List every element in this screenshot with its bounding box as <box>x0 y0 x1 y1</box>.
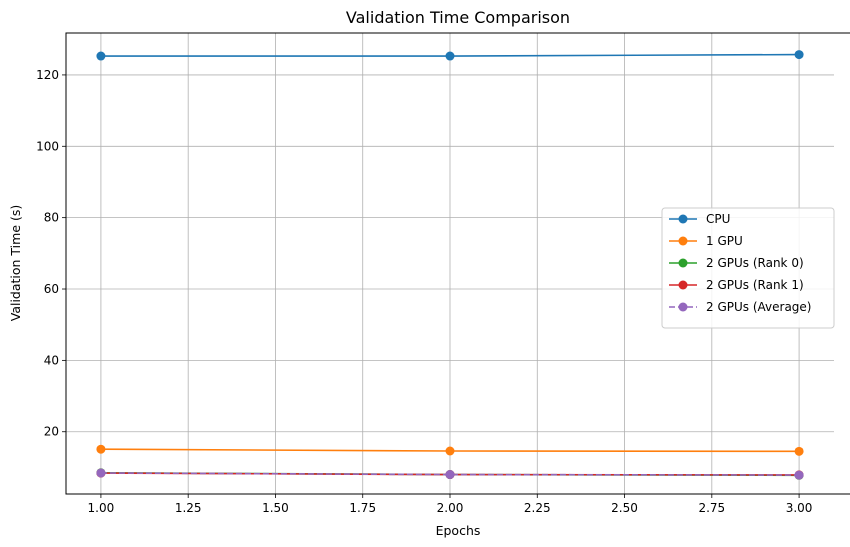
y-tick-label: 120 <box>36 68 59 82</box>
legend-label-2-gpus-average: 2 GPUs (Average) <box>706 300 811 314</box>
x-ticks: 1.00 1.25 1.50 1.75 2.00 2.25 2.50 2.75 3.00 <box>88 494 813 515</box>
x-tick-label: 3.00 <box>786 501 813 515</box>
data-point-1-gpu <box>445 446 455 456</box>
legend: CPU 1 GPU 2 GPUs (Rank 0) 2 GPUs (Rank 1) 2 … <box>661 207 835 329</box>
x-tick-label: 1.50 <box>262 501 289 515</box>
series-line-2-gpus-average <box>100 472 800 476</box>
data-point-2-gpus-average <box>445 470 455 480</box>
legend-marker-2-gpus-average <box>678 302 688 312</box>
legend-label-1-gpu: 1 GPU <box>706 234 743 248</box>
x-tick-label: 1.75 <box>349 501 376 515</box>
x-tick-label: 2.25 <box>524 501 551 515</box>
legend-label-2-gpus-rank-0: 2 GPUs (Rank 0) <box>706 256 804 270</box>
y-tick-label: 60 <box>44 282 59 296</box>
chart-title: Validation Time Comparison <box>346 8 570 27</box>
data-point-2-gpus-average <box>96 468 106 478</box>
data-point-1-gpu <box>794 446 804 456</box>
series-layer <box>96 50 804 480</box>
x-tick-label: 2.00 <box>437 501 464 515</box>
legend-label-cpu: CPU <box>706 212 730 226</box>
y-tick-label: 40 <box>44 353 59 367</box>
plot-frame <box>65 32 850 495</box>
data-point-1-gpu <box>96 444 106 454</box>
legend-marker-2-gpus-rank-0 <box>678 258 688 268</box>
data-point-cpu <box>96 51 106 61</box>
legend-marker-cpu <box>678 214 688 224</box>
x-tick-label: 2.50 <box>611 501 638 515</box>
data-point-cpu <box>794 50 804 60</box>
y-axis-label: Validation Time (s) <box>8 205 23 322</box>
y-tick-label: 80 <box>44 211 59 225</box>
x-tick-label: 2.75 <box>698 501 725 515</box>
x-axis-label: Epochs <box>436 523 481 538</box>
x-tick-label: 1.25 <box>175 501 202 515</box>
x-tick-label: 1.00 <box>88 501 115 515</box>
legend-marker-2-gpus-rank-1 <box>678 280 688 290</box>
y-ticks: 20 40 60 80 100 120 <box>36 68 66 439</box>
y-tick-label: 100 <box>36 139 59 153</box>
legend-marker-1-gpu <box>678 236 688 246</box>
data-point-cpu <box>445 51 455 61</box>
data-point-2-gpus-average <box>794 470 804 480</box>
legend-label-2-gpus-rank-1: 2 GPUs (Rank 1) <box>706 278 804 292</box>
legend-box <box>661 207 835 329</box>
y-tick-label: 20 <box>44 425 59 439</box>
